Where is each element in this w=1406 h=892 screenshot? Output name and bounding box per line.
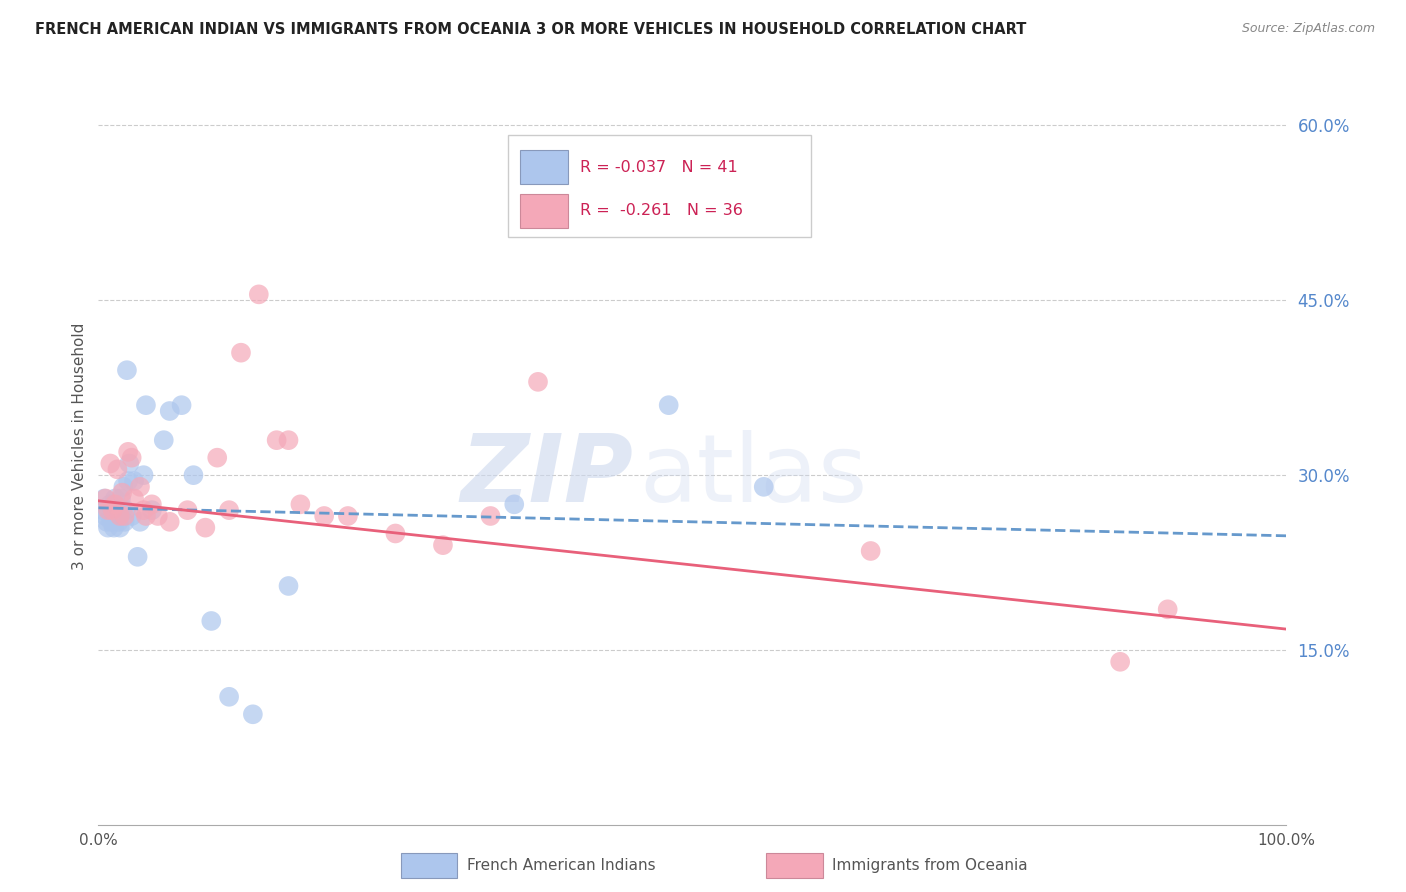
Point xyxy=(100,515,122,529)
Point xyxy=(1109,655,1132,669)
Point xyxy=(103,521,125,535)
Point xyxy=(1156,602,1178,616)
Point xyxy=(277,579,299,593)
Point xyxy=(432,538,454,552)
Point xyxy=(122,491,145,506)
Point xyxy=(118,457,141,471)
Point xyxy=(121,450,143,465)
Point xyxy=(114,515,136,529)
Point xyxy=(207,450,229,465)
Point xyxy=(200,614,222,628)
Point xyxy=(159,515,181,529)
Text: R =  -0.261   N = 36: R = -0.261 N = 36 xyxy=(579,203,742,219)
Point xyxy=(94,491,117,506)
Point xyxy=(159,404,181,418)
Point xyxy=(114,503,136,517)
Point xyxy=(132,468,155,483)
Point xyxy=(117,445,139,459)
Point xyxy=(503,497,526,511)
Point xyxy=(122,474,145,488)
Point xyxy=(108,521,131,535)
Point xyxy=(98,457,121,471)
Point xyxy=(127,549,149,564)
Point xyxy=(111,485,134,500)
Text: R = -0.037   N = 41: R = -0.037 N = 41 xyxy=(579,161,737,175)
Point xyxy=(314,508,336,523)
Point xyxy=(479,508,502,523)
Point xyxy=(101,503,124,517)
Point xyxy=(112,480,135,494)
Point xyxy=(152,433,174,447)
Point xyxy=(859,544,882,558)
Point xyxy=(101,508,124,523)
Text: French American Indians: French American Indians xyxy=(467,858,655,872)
Point xyxy=(135,508,157,523)
FancyBboxPatch shape xyxy=(520,150,568,185)
Point xyxy=(527,375,550,389)
Point xyxy=(107,508,129,523)
Point xyxy=(117,474,139,488)
FancyBboxPatch shape xyxy=(509,135,811,237)
Point xyxy=(266,433,288,447)
FancyBboxPatch shape xyxy=(520,194,568,227)
Point xyxy=(218,503,240,517)
Point xyxy=(104,491,127,506)
Point xyxy=(108,508,131,523)
Point xyxy=(170,398,193,412)
Point xyxy=(336,508,359,523)
Point xyxy=(91,503,114,517)
Point xyxy=(141,503,163,517)
Point xyxy=(104,497,127,511)
Point xyxy=(384,526,406,541)
Point xyxy=(129,480,152,494)
Point xyxy=(115,363,138,377)
Point xyxy=(229,345,252,359)
Text: atlas: atlas xyxy=(638,430,868,523)
Point xyxy=(107,515,129,529)
Point xyxy=(218,690,240,704)
Point xyxy=(97,521,120,535)
Point xyxy=(94,508,117,523)
Point xyxy=(752,480,775,494)
Point xyxy=(277,433,299,447)
Point xyxy=(290,497,312,511)
Point xyxy=(107,462,129,476)
Point xyxy=(176,503,198,517)
Point xyxy=(93,491,115,506)
Text: Immigrants from Oceania: Immigrants from Oceania xyxy=(832,858,1028,872)
Point xyxy=(135,398,157,412)
Point xyxy=(141,497,163,511)
Point xyxy=(121,508,143,523)
Point xyxy=(111,503,134,517)
Point xyxy=(97,503,120,517)
Point xyxy=(98,497,121,511)
Y-axis label: 3 or more Vehicles in Household: 3 or more Vehicles in Household xyxy=(72,322,87,570)
Text: FRENCH AMERICAN INDIAN VS IMMIGRANTS FROM OCEANIA 3 OR MORE VEHICLES IN HOUSEHOL: FRENCH AMERICAN INDIAN VS IMMIGRANTS FRO… xyxy=(35,22,1026,37)
Point xyxy=(114,508,136,523)
Point xyxy=(247,287,270,301)
Point xyxy=(110,491,132,506)
Point xyxy=(129,515,152,529)
Point xyxy=(242,707,264,722)
Point xyxy=(132,503,155,517)
Point xyxy=(98,503,121,517)
Point xyxy=(146,508,169,523)
Text: Source: ZipAtlas.com: Source: ZipAtlas.com xyxy=(1241,22,1375,36)
Point xyxy=(105,503,128,517)
Point xyxy=(658,398,681,412)
Point xyxy=(183,468,205,483)
Point xyxy=(96,515,118,529)
Point xyxy=(194,521,217,535)
Text: ZIP: ZIP xyxy=(460,430,633,523)
